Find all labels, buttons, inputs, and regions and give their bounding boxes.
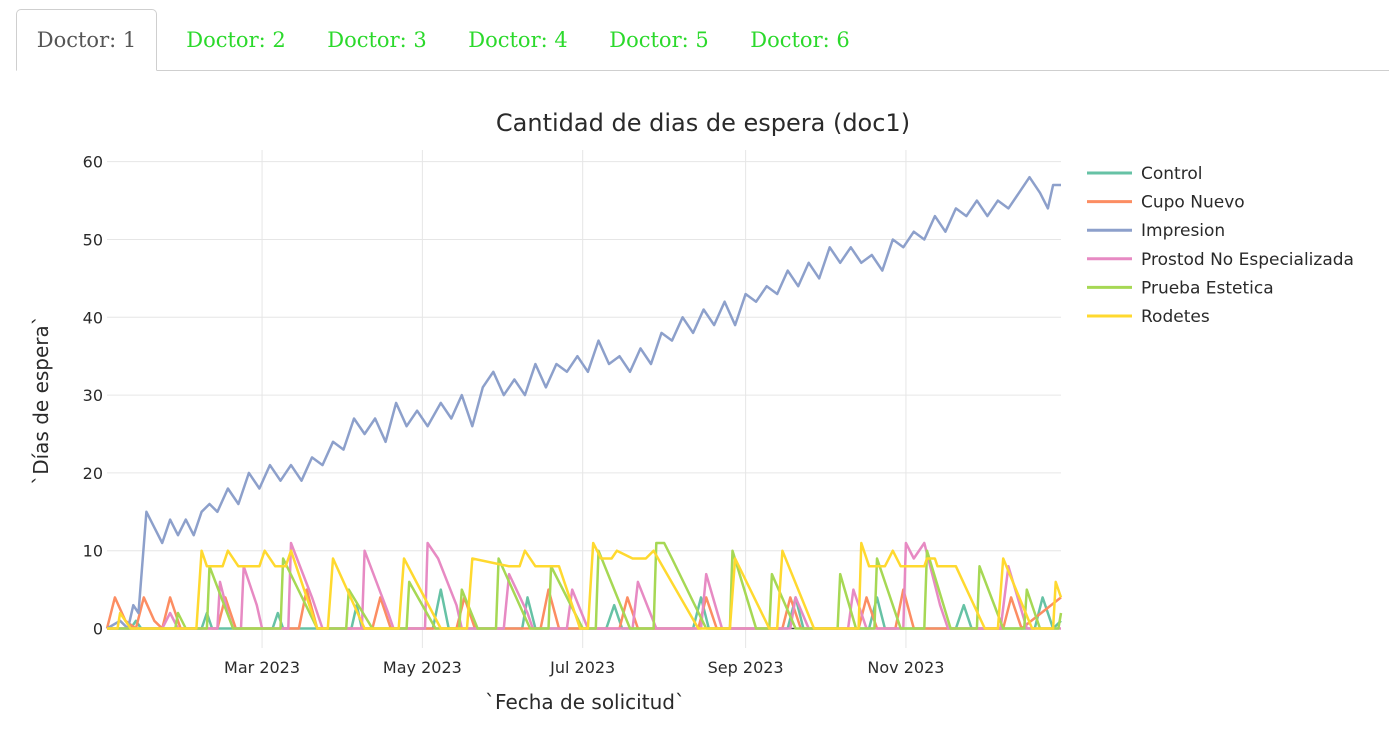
x-tick-label: Nov 2023 bbox=[867, 658, 944, 677]
y-tick-label: 60 bbox=[83, 153, 103, 172]
legend-label-prueba-estetica: Prueba Estetica bbox=[1141, 278, 1274, 298]
legend-label-impresion: Impresion bbox=[1141, 221, 1225, 241]
y-axis-ticks: 0 10 20 30 40 50 60 bbox=[83, 153, 103, 639]
x-axis-ticks: Mar 2023 May 2023 Jul 2023 Sep 2023 Nov 2023 bbox=[224, 658, 944, 677]
x-tick-label: Sep 2023 bbox=[708, 658, 784, 677]
tab-doctor-6[interactable]: Doctor: 6 bbox=[750, 28, 850, 52]
tab-doctor-4[interactable]: Doctor: 4 bbox=[468, 28, 568, 52]
series-layer bbox=[105, 175, 1063, 630]
y-axis-title: `Días de espera` bbox=[29, 315, 53, 485]
x-tick-label: Mar 2023 bbox=[224, 658, 300, 677]
series-line-prostod-no-especializada bbox=[107, 541, 1061, 630]
tab-doctor-3[interactable]: Doctor: 3 bbox=[327, 28, 427, 52]
legend-label-control: Control bbox=[1141, 164, 1202, 184]
tab-doctor-1[interactable]: Doctor: 1 bbox=[16, 9, 157, 71]
y-tick-label: 0 bbox=[93, 620, 103, 639]
x-tick-label: May 2023 bbox=[383, 658, 462, 677]
chart-legend: Control Cupo Nuevo Impresion Prostod No Esp… bbox=[1087, 164, 1354, 327]
series-line-impresion bbox=[106, 175, 1061, 630]
y-tick-label: 30 bbox=[83, 386, 103, 405]
legend-label-rodetes: Rodetes bbox=[1141, 307, 1210, 327]
y-tick-label: 20 bbox=[83, 464, 103, 483]
legend-label-cupo-nuevo: Cupo Nuevo bbox=[1141, 193, 1245, 213]
series-line-control bbox=[107, 588, 1062, 630]
series-line-rodetes bbox=[107, 541, 1063, 630]
series-line-cupo-nuevo bbox=[105, 588, 1062, 630]
y-tick-label: 50 bbox=[83, 230, 103, 249]
doctor-tabs: Doctor: 1 Doctor: 2 Doctor: 3 Doctor: 4 … bbox=[16, 9, 1389, 71]
x-tick-label: Jul 2023 bbox=[549, 658, 615, 677]
y-tick-label: 10 bbox=[83, 542, 103, 561]
tab-doctor-5[interactable]: Doctor: 5 bbox=[609, 28, 709, 52]
tab-doctor-2[interactable]: Doctor: 2 bbox=[186, 28, 286, 52]
y-tick-label: 40 bbox=[83, 308, 103, 327]
x-axis-title: `Fecha de solicitud` bbox=[485, 690, 685, 714]
chart-title: Cantidad de dias de espera (doc1) bbox=[496, 109, 910, 137]
legend-label-prostod-no-especializada: Prostod No Especializada bbox=[1141, 250, 1354, 270]
chart-grid bbox=[107, 150, 1061, 648]
